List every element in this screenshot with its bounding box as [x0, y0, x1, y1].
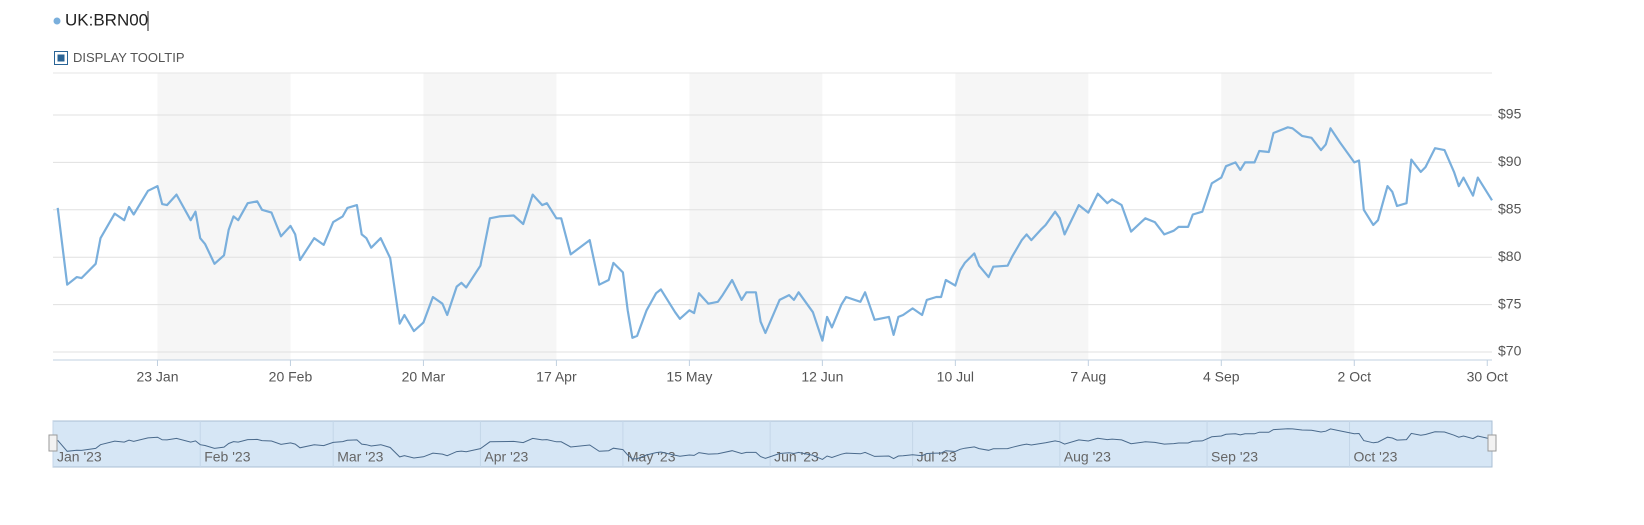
- x-tick-label: 17 Apr: [536, 369, 577, 385]
- navigator-line: [57, 428, 1493, 460]
- navigator-label: Jun '23: [774, 449, 819, 465]
- x-tick-label: 23 Jan: [136, 369, 178, 385]
- navigator-label: Oct '23: [1354, 449, 1398, 465]
- navigator-handle[interactable]: [48, 434, 58, 452]
- x-tick-label: 4 Sep: [1203, 369, 1240, 385]
- checkbox-fill: [57, 54, 65, 62]
- navigator: [52, 420, 1493, 468]
- plot-band: [1221, 73, 1355, 360]
- x-tick-label: 12 Jun: [801, 369, 843, 385]
- y-tick-label: $75: [1498, 295, 1522, 311]
- tooltip-toggle[interactable]: DISPLAY TOOLTIP: [54, 50, 185, 65]
- x-tick-label: 20 Mar: [402, 369, 446, 385]
- navigator-handle[interactable]: [1487, 434, 1497, 452]
- x-tick-label: 10 Jul: [937, 369, 974, 385]
- x-tick-label: 30 Oct: [1467, 369, 1508, 385]
- navigator-label: Mar '23: [337, 449, 383, 465]
- plot-band: [955, 73, 1089, 360]
- navigator-label: Apr '23: [484, 449, 528, 465]
- data-line: [56, 126, 1493, 342]
- navigator-label: Jul '23: [917, 449, 957, 465]
- y-tick-label: $95: [1498, 106, 1522, 122]
- y-tick-label: $85: [1498, 201, 1522, 217]
- x-tick-label: 2 Oct: [1338, 369, 1372, 385]
- x-tick-label: 15 May: [666, 369, 712, 385]
- y-tick-label: $70: [1498, 343, 1522, 359]
- navigator-label: May '23: [627, 449, 676, 465]
- navigator-label: Feb '23: [204, 449, 250, 465]
- x-tick-label: 7 Aug: [1070, 369, 1106, 385]
- y-tick-label: $80: [1498, 248, 1522, 264]
- navigator-label: Jan '23: [57, 449, 102, 465]
- y-tick-label: $90: [1498, 153, 1522, 169]
- x-tick-label: 20 Feb: [269, 369, 313, 385]
- navigator-label: Aug '23: [1064, 449, 1111, 465]
- legend-entry[interactable]: UK:BRN00: [65, 10, 148, 29]
- plot-band: [423, 73, 557, 360]
- plot-band: [689, 73, 823, 360]
- checkbox-label[interactable]: DISPLAY TOOLTIP: [73, 50, 185, 65]
- navigator-label: Sep '23: [1211, 449, 1258, 465]
- plot-band: [157, 73, 291, 360]
- legend-dot: [53, 17, 61, 25]
